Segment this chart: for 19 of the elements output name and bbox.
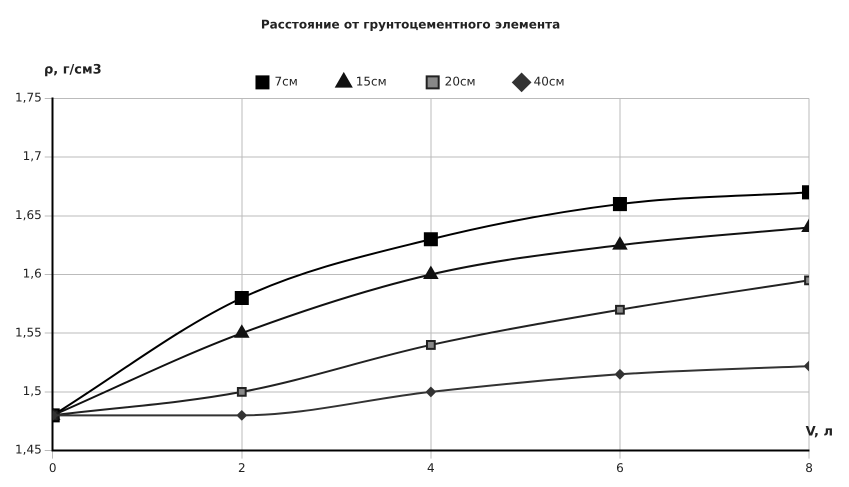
legend-label: 40см xyxy=(534,74,565,89)
x-axis-title: V, л xyxy=(806,424,833,440)
y-tick-label: 1,65 xyxy=(15,208,42,222)
y-tick-label: 1,6 xyxy=(22,266,42,281)
x-tick-label: 2 xyxy=(238,460,246,475)
legend-label: 15см xyxy=(356,74,387,89)
y-tick-label: 1,45 xyxy=(15,442,42,457)
legend-label: 7см xyxy=(274,74,298,89)
legend-label: 20см xyxy=(444,74,476,89)
y-tick-label: 1,55 xyxy=(15,325,42,340)
x-tick-label: 6 xyxy=(616,460,624,475)
x-tick-label: 4 xyxy=(427,460,435,475)
chart-title: Расстояние от грунтоцементного элемента xyxy=(260,17,560,32)
y-tick-label: 1,7 xyxy=(22,149,42,164)
y-tick-label: 1,75 xyxy=(15,90,42,105)
x-tick-label: 0 xyxy=(48,460,57,475)
x-tick-label: 8 xyxy=(805,460,813,475)
y-axis-title: ρ, г/см3 xyxy=(44,62,102,78)
y-tick-label: 1,5 xyxy=(22,384,42,398)
